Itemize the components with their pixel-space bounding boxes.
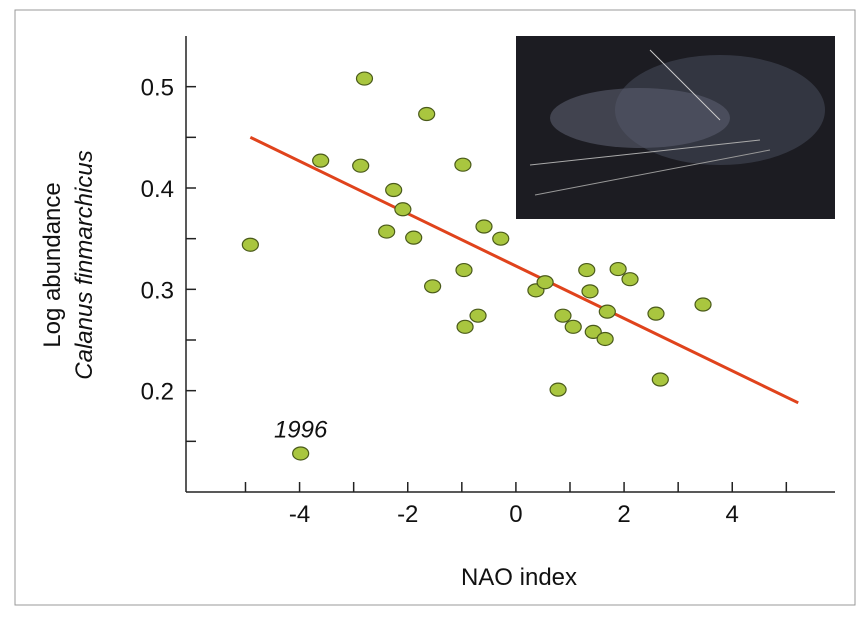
- data-point: [394, 202, 412, 217]
- data-point: [492, 231, 510, 246]
- antenna: [534, 149, 771, 196]
- data-point: [312, 153, 330, 168]
- y-axis-label: Calanus finmarchicus: [71, 150, 98, 379]
- data-point: [564, 319, 582, 334]
- data-point: [621, 272, 639, 287]
- data-point: [598, 304, 616, 319]
- x-tick-label: -4: [289, 501, 310, 528]
- trend-line: [249, 135, 799, 405]
- data-point: [352, 158, 370, 173]
- antenna: [529, 139, 761, 166]
- x-axis-label: NAO index: [461, 564, 577, 591]
- data-point: [455, 262, 473, 278]
- data-point: [578, 262, 596, 278]
- data-point: [549, 382, 567, 397]
- data-point: [651, 372, 669, 387]
- data-point: [456, 319, 474, 334]
- data-point: [647, 306, 665, 321]
- data-point: [385, 182, 403, 198]
- y-tick-label: 0.5: [141, 75, 174, 102]
- data-point: [536, 275, 554, 290]
- y-tick-label: 0.4: [141, 176, 174, 203]
- data-point: [355, 71, 374, 86]
- data-point: [241, 237, 259, 252]
- data-point: [609, 261, 627, 277]
- data-point: [454, 157, 472, 172]
- data-point: [424, 279, 442, 294]
- data-point: [469, 308, 487, 323]
- inset-photo: [516, 36, 835, 219]
- x-tick-label: 0: [509, 501, 522, 528]
- y-tick-label: 0.2: [141, 379, 174, 406]
- data-point: [378, 224, 396, 239]
- data-point: [554, 308, 572, 323]
- data-point: [292, 446, 310, 461]
- x-tick-label: -2: [397, 501, 418, 528]
- y-tick-label: 0.3: [141, 277, 174, 304]
- copepod-tail: [550, 88, 730, 148]
- antenna: [649, 49, 721, 121]
- data-point: [475, 219, 493, 234]
- x-tick-label: 2: [617, 501, 630, 528]
- data-point: [596, 331, 614, 347]
- data-point: [405, 230, 423, 245]
- annotation: 1996: [274, 416, 328, 443]
- data-point: [694, 297, 712, 312]
- x-tick-label: 4: [726, 501, 739, 528]
- data-point: [581, 284, 599, 299]
- data-point: [418, 106, 436, 122]
- y-axis-label: Log abundance: [39, 182, 66, 348]
- data-point: [584, 324, 602, 339]
